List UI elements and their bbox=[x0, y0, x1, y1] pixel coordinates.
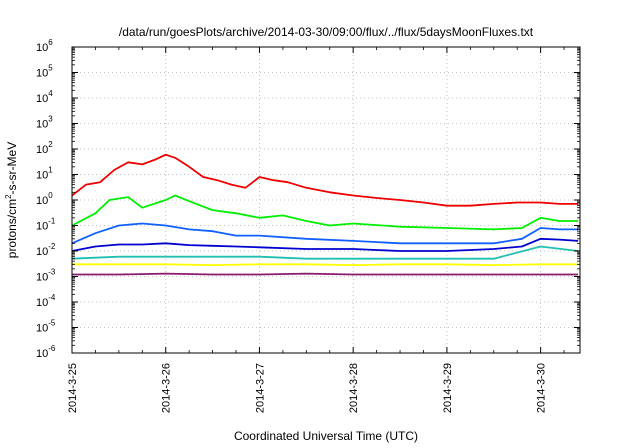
y-tick-label: 106 bbox=[36, 38, 53, 54]
x-tick-label: 2014-3-28 bbox=[348, 363, 360, 413]
series-line-5 bbox=[71, 222, 579, 245]
y-axis-title-sup: 2 bbox=[4, 194, 13, 199]
y-tick-label-exponent: -5 bbox=[48, 319, 56, 328]
y-tick-label-exponent: -3 bbox=[48, 268, 56, 277]
series-line-2 bbox=[72, 263, 579, 266]
y-tick-label: 10-6 bbox=[36, 344, 56, 360]
y-tick-label-base: 10 bbox=[36, 42, 48, 54]
y-tick-label-base: 10 bbox=[36, 170, 48, 182]
series-line-1 bbox=[72, 272, 579, 276]
y-tick-label-base: 10 bbox=[36, 348, 48, 360]
y-tick-label-base: 10 bbox=[36, 68, 48, 80]
x-tick-label: 2014-3-30 bbox=[536, 363, 548, 413]
y-tick-label: 10-4 bbox=[36, 293, 56, 309]
y-tick-label-base: 10 bbox=[36, 119, 48, 131]
x-axis-title: Coordinated Universal Time (UTC) bbox=[234, 429, 418, 443]
y-tick-label-exponent: -1 bbox=[48, 217, 56, 226]
y-tick-label: 105 bbox=[36, 64, 53, 80]
y-tick-label-exponent: -4 bbox=[48, 293, 56, 302]
y-tick-label-base: 10 bbox=[36, 272, 48, 284]
y-axis-title: protons/cm2-s-sr-MeV bbox=[4, 142, 19, 258]
y-tick-label: 10-3 bbox=[36, 268, 56, 284]
y-tick-label-base: 10 bbox=[36, 93, 48, 105]
y-tick-label-exponent: 6 bbox=[48, 38, 53, 47]
y-axis-title-base: protons/cm bbox=[5, 199, 19, 258]
y-tick-label-exponent: 1 bbox=[48, 166, 53, 175]
y-tick-label-base: 10 bbox=[36, 144, 48, 156]
y-tick-label-base: 10 bbox=[36, 246, 48, 258]
x-tick-label: 2014-3-27 bbox=[254, 363, 266, 413]
series-line-7 bbox=[71, 153, 579, 207]
y-tick-label-exponent: 0 bbox=[48, 191, 53, 200]
y-tick-label: 104 bbox=[36, 89, 53, 105]
y-tick-label: 100 bbox=[36, 191, 53, 207]
chart-title: /data/run/goesPlots/archive/2014-03-30/0… bbox=[119, 25, 534, 39]
y-tick-label-exponent: -6 bbox=[48, 344, 56, 353]
y-tick-label-exponent: 3 bbox=[48, 115, 53, 124]
y-tick-label-base: 10 bbox=[36, 297, 48, 309]
y-tick-label: 101 bbox=[36, 166, 53, 182]
y-tick-label-base: 10 bbox=[36, 221, 48, 233]
y-tick-label-exponent: 5 bbox=[48, 64, 53, 73]
y-tick-label: 10-2 bbox=[36, 242, 56, 258]
y-tick-label-exponent: 4 bbox=[48, 89, 53, 98]
series-line-6 bbox=[71, 194, 579, 231]
y-tick-label: 10-5 bbox=[36, 319, 56, 335]
y-tick-label-exponent: 2 bbox=[48, 140, 53, 149]
x-tick-label: 2014-3-25 bbox=[67, 363, 79, 413]
series-line-4 bbox=[71, 237, 579, 252]
x-tick-label: 2014-3-29 bbox=[442, 363, 454, 413]
y-axis-title-rest: -s-sr-MeV bbox=[5, 142, 19, 195]
series-line-3 bbox=[71, 245, 579, 260]
y-tick-label-base: 10 bbox=[36, 323, 48, 335]
series-layer bbox=[71, 153, 579, 276]
x-tick-label: 2014-3-26 bbox=[161, 363, 173, 413]
y-tick-label: 10-1 bbox=[36, 217, 56, 233]
y-tick-label: 102 bbox=[36, 140, 53, 156]
y-tick-label: 103 bbox=[36, 115, 53, 131]
y-tick-label-base: 10 bbox=[36, 195, 48, 207]
y-tick-label-exponent: -2 bbox=[48, 242, 56, 251]
ticks: 10-610-510-410-310-210-11001011021031041… bbox=[36, 38, 580, 413]
